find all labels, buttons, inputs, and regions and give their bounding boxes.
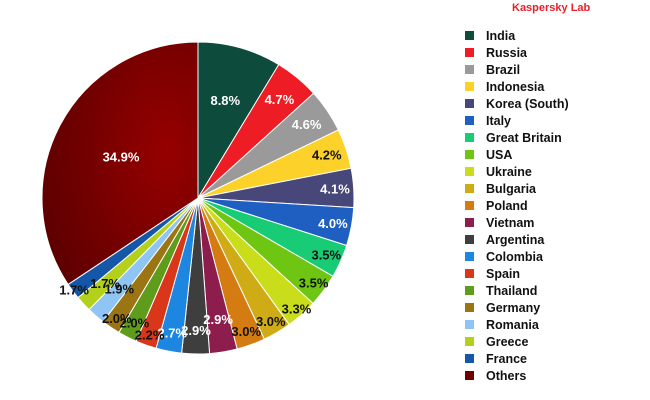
pie-slices [41, 41, 355, 355]
legend-label: Colombia [486, 249, 543, 264]
legend-item-thailand: Thailand [465, 282, 569, 299]
legend-item-usa: USA [465, 146, 569, 163]
slice-label-ukraine: 3.3% [282, 301, 312, 316]
legend-label: Romania [486, 317, 539, 332]
slice-label-germany: 2.0% [102, 311, 132, 326]
legend-swatch [465, 235, 474, 244]
legend-swatch [465, 218, 474, 227]
slice-label-france: 1.7% [59, 283, 89, 298]
legend-label: Thailand [486, 283, 538, 298]
legend-label: Russia [486, 45, 527, 60]
legend-item-ukraine: Ukraine [465, 163, 569, 180]
legend-item-vietnam: Vietnam [465, 214, 569, 231]
legend-label: USA [486, 147, 513, 162]
legend-label: France [486, 351, 527, 366]
legend-item-great-britain: Great Britain [465, 129, 569, 146]
legend-label: Others [486, 368, 527, 383]
legend-swatch [465, 184, 474, 193]
legend-swatch [465, 354, 474, 363]
legend-item-korea-south: Korea (South) [465, 95, 569, 112]
legend-item-colombia: Colombia [465, 248, 569, 265]
legend-swatch [465, 371, 474, 380]
slice-label-italy: 4.0% [318, 216, 348, 231]
legend-item-greece: Greece [465, 333, 569, 350]
pie-chart: 8.8% 4.7%4.6%4.2%4.1%4.0%3.5%3.5%3.3%3.0%… [41, 41, 355, 355]
legend-swatch [465, 48, 474, 57]
legend-label: Vietnam [486, 215, 535, 230]
kaspersky-lab-brand: Kaspersky Lab [512, 2, 591, 14]
legend-label: Bulgaria [486, 181, 537, 196]
legend-item-poland: Poland [465, 197, 569, 214]
slice-label-argentina: 2.9% [181, 323, 211, 338]
legend-label: Indonesia [486, 79, 545, 94]
legend-item-germany: Germany [465, 299, 569, 316]
pie-labels: 8.8% 4.7%4.6%4.2%4.1%4.0%3.5%3.5%3.3%3.0%… [59, 92, 350, 342]
slice-label-india: 8.8% [210, 93, 240, 108]
slice-label-russia: 4.7% [265, 92, 295, 107]
slice-label-spain: 2.2% [135, 327, 165, 342]
legend-swatch [465, 201, 474, 210]
slice-others [41, 41, 199, 286]
slice-label-poland: 3.0% [231, 324, 261, 339]
legend-item-russia: Russia [465, 44, 569, 61]
legend-swatch [465, 320, 474, 329]
slice-label-great-britain: 3.5% [311, 247, 341, 262]
slice-label-others: 34.9% [103, 149, 140, 164]
slice-label-thailand: 2.0% [120, 316, 150, 331]
legend-swatch [465, 82, 474, 91]
legend-item-brazil: Brazil [465, 61, 569, 78]
legend-label: Germany [486, 300, 541, 315]
slice-label-brazil: 4.6% [292, 117, 322, 132]
legend-label: Brazil [486, 62, 521, 77]
slice-label-romania: 1.9% [104, 281, 134, 296]
legend-label: Spain [486, 266, 521, 281]
legend-item-india: India [465, 27, 569, 44]
slice-label-colombia: 2.7% [157, 325, 187, 340]
slice-label-indonesia: 4.2% [312, 148, 342, 163]
legend-swatch [465, 286, 474, 295]
legend-label: Great Britain [486, 130, 562, 145]
legend-swatch [465, 150, 474, 159]
slice-label-greece: 1.7% [90, 276, 120, 291]
legend-swatch [465, 269, 474, 278]
legend-swatch [465, 167, 474, 176]
legend-label: Greece [486, 334, 529, 349]
slice-label-usa: 3.5% [299, 276, 329, 291]
slice-label-vietnam: 2.9% [203, 312, 233, 327]
legend-swatch [465, 303, 474, 312]
legend-label: Poland [486, 198, 528, 213]
slice-india [197, 41, 280, 200]
legend-item-italy: Italy [465, 112, 569, 129]
legend-item-romania: Romania [465, 316, 569, 333]
slice-label-korea-south: 4.1% [320, 182, 350, 197]
legend-swatch [465, 252, 474, 261]
legend-swatch [465, 337, 474, 346]
legend-item-bulgaria: Bulgaria [465, 180, 569, 197]
legend-label: India [486, 28, 516, 43]
legend: India Russia Brazil Indonesia Korea (South) I… [465, 27, 569, 384]
legend-item-france: France [465, 350, 569, 367]
legend-item-indonesia: Indonesia [465, 78, 569, 95]
legend-label: Italy [486, 113, 512, 128]
legend-item-others: Others [465, 367, 569, 384]
legend-swatch [465, 116, 474, 125]
legend-label: Ukraine [486, 164, 532, 179]
legend-swatch [465, 133, 474, 142]
legend-label: Korea (South) [486, 96, 569, 111]
legend-swatch [465, 31, 474, 40]
slice-label-bulgaria: 3.0% [256, 314, 286, 329]
legend-item-argentina: Argentina [465, 231, 569, 248]
legend-label: Argentina [486, 232, 545, 247]
legend-swatch [465, 65, 474, 74]
legend-swatch [465, 99, 474, 108]
legend-item-spain: Spain [465, 265, 569, 282]
